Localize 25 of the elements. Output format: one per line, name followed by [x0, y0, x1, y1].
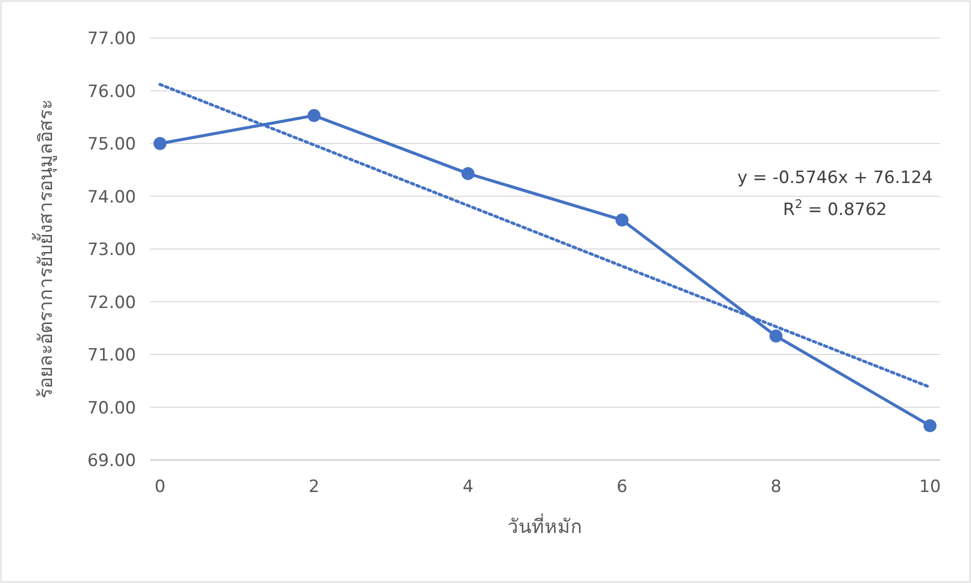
x-tick-label: 4 — [462, 477, 474, 497]
y-axis-title: ร้อยละอัตราการยับยั้งสารอนุมูลอิสระ — [32, 100, 58, 398]
y-tick-label: 75.00 — [87, 134, 136, 154]
y-tick-label: 70.00 — [87, 398, 136, 418]
y-tick-label: 71.00 — [87, 346, 136, 366]
annotation: R$^{2}$ = 0.8762 — [783, 197, 887, 220]
point — [462, 167, 474, 180]
x-tick-label: 8 — [770, 477, 782, 497]
point — [769, 330, 782, 343]
y-tick-label: 69.00 — [87, 451, 136, 471]
x-tick-label: 0 — [154, 477, 166, 497]
x-tick-label: 6 — [616, 477, 628, 497]
y-tick-label: 77.00 — [87, 29, 136, 49]
x-tick-label: 2 — [308, 477, 320, 497]
point — [154, 137, 167, 150]
point — [616, 213, 628, 226]
annotation: y = -0.5746x + 76.124 — [737, 168, 933, 188]
y-tick-label: 74.00 — [87, 187, 136, 208]
x-tick-label: 10 — [919, 477, 941, 497]
y-tick-label: 76.00 — [87, 82, 136, 102]
y-tick-label: 72.00 — [87, 292, 136, 313]
point — [923, 419, 936, 432]
point — [308, 109, 321, 122]
y-tick-label: 73.00 — [87, 240, 136, 260]
x-axis-title: วันที่หมัก — [508, 513, 582, 538]
